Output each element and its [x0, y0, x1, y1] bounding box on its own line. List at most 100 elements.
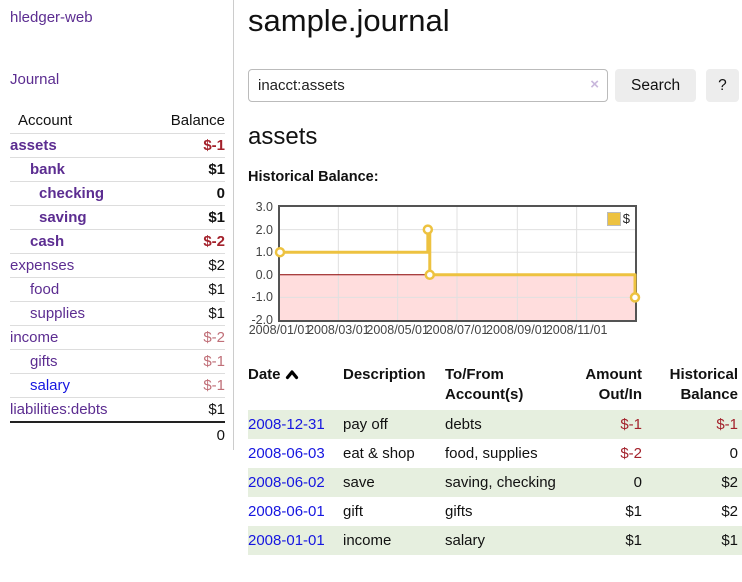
register-row: 2008-12-31 pay off debts $-1 $-1	[248, 410, 742, 439]
account-link[interactable]: assets	[10, 137, 57, 154]
register-header-row: Date Description To/From Account(s) Amou…	[248, 364, 742, 410]
sidebar-item-journal[interactable]: Journal	[10, 71, 60, 88]
account-link[interactable]: bank	[30, 161, 66, 178]
register-amount: $-1	[620, 416, 642, 433]
account-row: saving $1	[10, 205, 225, 230]
account-row: gifts $-1	[10, 349, 225, 374]
y-axis-tick: -2.0	[251, 313, 273, 327]
account-row: income $-2	[10, 325, 225, 350]
y-axis-tick: 1.0	[255, 245, 273, 260]
account-name-cell: liabilities:debts	[10, 398, 148, 423]
search-input[interactable]	[248, 69, 608, 102]
account-link[interactable]: cash	[30, 233, 65, 250]
register-date-link[interactable]: 2008-06-03	[248, 445, 325, 462]
page-title: sample.journal	[248, 3, 450, 38]
chart-title: Historical Balance:	[248, 169, 379, 185]
register-description: income	[343, 532, 392, 549]
accounts-header-row: Account Balance	[10, 109, 225, 134]
account-link[interactable]: checking	[39, 185, 105, 202]
account-link[interactable]: saving	[39, 209, 87, 226]
register-balance: $2	[721, 503, 738, 520]
register-date-link[interactable]: 2008-06-02	[248, 474, 325, 491]
x-axis-tick: 2008/03/01	[307, 323, 370, 337]
account-balance: $1	[148, 277, 225, 302]
brand-link[interactable]: hledger-web	[10, 9, 93, 26]
clear-search-icon[interactable]: ×	[590, 76, 599, 93]
x-axis-tick: 2008/05/01	[366, 323, 429, 337]
search-form: × Search ?	[248, 69, 742, 102]
account-link[interactable]: expenses	[10, 257, 75, 274]
register-description: gift	[343, 503, 364, 520]
account-row: bank $1	[10, 157, 225, 182]
accounts-header-balance: Balance	[148, 109, 225, 134]
register-header-accounts: To/From Account(s)	[445, 366, 524, 403]
register-row: 2008-06-02 save saving, checking 0 $2	[248, 468, 742, 497]
account-row: supplies $1	[10, 301, 225, 326]
register-accounts: food, supplies	[445, 445, 538, 462]
account-row: liabilities:debts $1	[10, 398, 225, 423]
register-amount: 0	[633, 474, 642, 491]
chart-plot-area: $	[274, 205, 641, 322]
search-box: ×	[248, 69, 608, 102]
account-link[interactable]: salary	[30, 377, 71, 394]
account-row: food $1	[10, 277, 225, 302]
account-name-cell: food	[10, 277, 149, 302]
register-description: pay off	[343, 416, 388, 433]
accounts-total-spacer	[10, 421, 149, 448]
register-header-date[interactable]: Date	[248, 364, 343, 410]
account-name-cell: assets	[10, 133, 149, 158]
chart-legend: $	[604, 210, 632, 227]
account-name-cell: income	[10, 325, 149, 350]
legend-label: $	[622, 211, 630, 226]
register-table: Date Description To/From Account(s) Amou…	[248, 364, 742, 555]
account-link[interactable]: income	[10, 329, 59, 346]
account-link[interactable]: liabilities:debts	[10, 401, 108, 418]
y-axis-tick: 0.0	[255, 267, 273, 282]
register-accounts: salary	[445, 532, 486, 549]
account-row: assets $-1	[10, 133, 225, 158]
register-balance: $2	[721, 474, 738, 491]
account-name-cell: salary	[10, 373, 149, 398]
account-name-cell: supplies	[10, 301, 149, 326]
register-date-cell: 2008-12-31	[248, 410, 343, 439]
search-button[interactable]: Search	[615, 69, 697, 102]
balance-chart: 3.0 2.0 1.0 0.0 -1.0 -2.0 $ 2008/01/01 2008/03…	[248, 200, 742, 343]
register-date-link[interactable]: 2008-12-31	[248, 416, 325, 433]
account-balance: $-1	[148, 133, 225, 158]
y-axis-tick: -1.0	[251, 290, 273, 305]
account-link[interactable]: food	[30, 281, 60, 298]
register-date-link[interactable]: 2008-06-01	[248, 503, 325, 520]
account-name-cell: cash	[10, 229, 149, 254]
register-balance: $1	[721, 532, 738, 549]
register-amount: $1	[625, 532, 642, 549]
x-axis-tick: 2008/01/01	[248, 323, 312, 337]
accounts-total-value: 0	[148, 421, 225, 448]
register-description: eat & shop	[343, 445, 415, 462]
sidebar: hledger-web Journal Account Balance asse…	[0, 0, 234, 450]
account-row: expenses $2	[10, 253, 225, 278]
register-accounts: debts	[445, 416, 482, 433]
y-axis: 3.0 2.0 1.0 0.0 -1.0 -2.0	[248, 200, 273, 327]
register-amount: $-2	[620, 445, 642, 462]
account-link[interactable]: supplies	[30, 305, 86, 322]
account-link[interactable]: gifts	[30, 353, 58, 370]
help-button[interactable]: ?	[706, 69, 739, 102]
x-axis-tick: 2008/09/01	[486, 323, 549, 337]
legend-swatch	[606, 211, 621, 226]
register-date-link[interactable]: 2008-01-01	[248, 532, 325, 549]
account-name-cell: gifts	[10, 349, 149, 374]
account-name-cell: expenses	[10, 253, 149, 278]
register-accounts: saving, checking	[445, 474, 556, 491]
account-balance: $-1	[148, 349, 225, 374]
x-axis-tick: 2008/11/01	[545, 323, 608, 337]
register-description: save	[343, 474, 375, 491]
account-row: checking 0	[10, 181, 225, 206]
register-date-cell: 2008-06-03	[248, 439, 343, 468]
x-axis-tick: 2008/07/01	[425, 323, 489, 337]
accounts-table: Account Balance assets $-1 bank $1 checking 0…	[10, 109, 225, 448]
account-balance: $1	[148, 301, 225, 326]
account-balance: 0	[148, 181, 225, 206]
account-balance: $1	[208, 401, 225, 418]
account-row: salary $-1	[10, 373, 225, 398]
account-balance: $2	[148, 253, 225, 278]
